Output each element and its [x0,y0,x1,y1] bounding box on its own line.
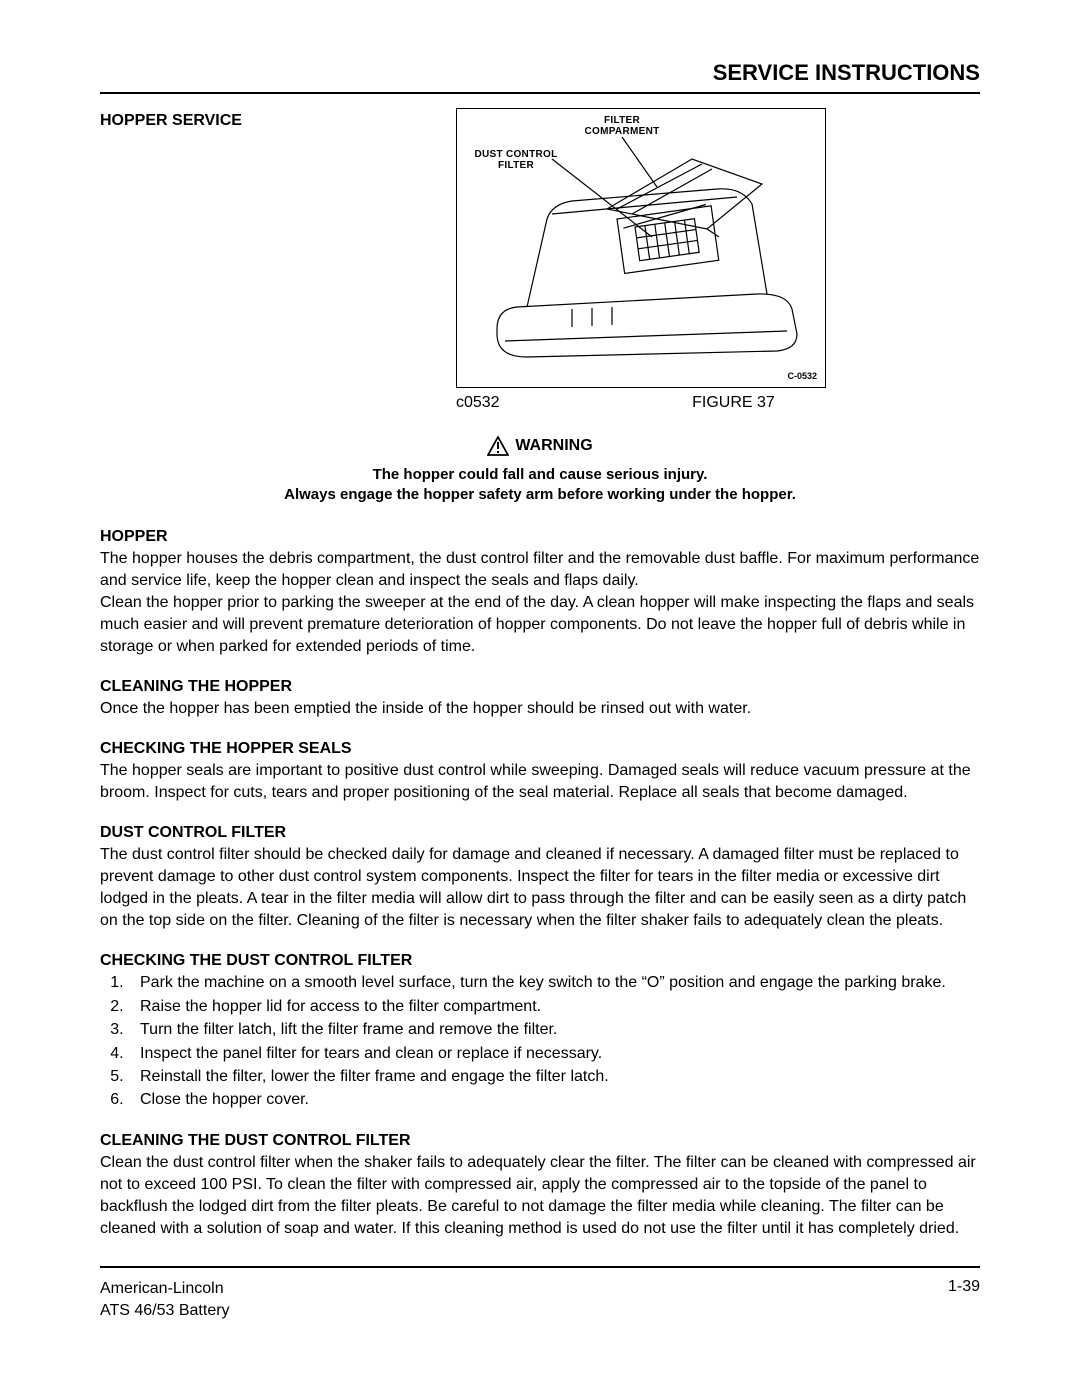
figure-caption: c0532 FIGURE 37 [456,394,826,412]
page-footer: American-Lincoln ATS 46/53 Battery 1-39 [100,1266,980,1321]
warning-line: Always engage the hopper safety arm befo… [100,485,980,505]
footer-brand: American-Lincoln [100,1278,948,1300]
label-line: FILTER [498,160,534,171]
diagram-label-filter-compartment: FILTER COMPARMENT [577,115,667,137]
diagram-label-dust-control-filter: DUST CONTROL FILTER [471,149,561,171]
list-item: Raise the hopper lid for access to the f… [128,996,980,1018]
section-body-hopper: The hopper houses the debris compartment… [100,548,980,658]
label-line: FILTER [604,115,640,126]
section-title-clean-filter: CLEANING THE DUST CONTROL FILTER [100,1132,980,1150]
page-header-title: SERVICE INSTRUCTIONS [100,60,980,94]
list-item: Inspect the panel filter for tears and c… [128,1043,980,1065]
list-item: Turn the filter latch, lift the filter f… [128,1019,980,1041]
warning-heading: WARNING [487,436,592,456]
warning-heading-text: WARNING [515,437,592,455]
figure-area: FILTER COMPARMENT DUST CONTROL FILTER C-… [302,108,980,412]
warning-text: The hopper could fall and cause serious … [100,465,980,506]
list-item: Reinstall the filter, lower the filter f… [128,1066,980,1088]
figure-code: c0532 [456,394,641,412]
check-filter-steps: Park the machine on a smooth level surfa… [100,972,980,1111]
footer-page-number: 1-39 [948,1278,980,1321]
label-line: COMPARMENT [584,126,659,137]
section-title-check-filter: CHECKING THE DUST CONTROL FILTER [100,952,980,970]
footer-model: ATS 46/53 Battery [100,1300,948,1322]
section-body-clean-filter: Clean the dust control filter when the s… [100,1152,980,1240]
footer-left: American-Lincoln ATS 46/53 Battery [100,1278,948,1321]
list-item: Park the machine on a smooth level surfa… [128,972,980,994]
section-title-dust-filter: DUST CONTROL FILTER [100,824,980,842]
warning-block: WARNING The hopper could fall and cause … [100,436,980,506]
section-body-dust-filter: The dust control filter should be checke… [100,844,980,932]
section-body-seals: The hopper seals are important to positi… [100,760,980,804]
figure-row: HOPPER SERVICE [100,108,980,412]
section-title-seals: CHECKING THE HOPPER SEALS [100,740,980,758]
section-title-cleaning-hopper: CLEANING THE HOPPER [100,678,980,696]
figure-number: FIGURE 37 [641,394,826,412]
section-title-hopper: HOPPER [100,528,980,546]
warning-triangle-icon [487,436,509,456]
list-item: Close the hopper cover. [128,1089,980,1111]
warning-line: The hopper could fall and cause serious … [100,465,980,485]
figure-box: FILTER COMPARMENT DUST CONTROL FILTER C-… [456,108,826,388]
section-body-cleaning-hopper: Once the hopper has been emptied the ins… [100,698,980,720]
label-line: DUST CONTROL [474,149,557,160]
section-title-hopper-service: HOPPER SERVICE [100,108,242,130]
diagram-cnum: C-0532 [787,371,817,381]
